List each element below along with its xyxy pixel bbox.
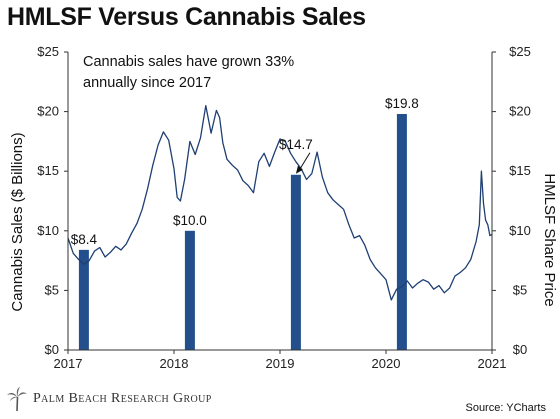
bar-value-label: $14.7	[279, 137, 313, 152]
right-tick-label: $0	[513, 342, 527, 357]
left-tick-label: $5	[45, 282, 59, 297]
left-tick-label: $0	[45, 342, 59, 357]
bar-value-label: $8.4	[71, 232, 98, 247]
right-axis: $0 $5 $10 $15 $20 $25	[491, 44, 531, 357]
x-tick-label: 2017	[54, 356, 83, 371]
x-tick-label: 2019	[266, 356, 295, 371]
left-tick-label: $10	[37, 223, 59, 238]
bar-value-label: $10.0	[173, 213, 207, 228]
brand-name: Palm Beach Research Group	[33, 391, 212, 406]
hmlsf-price-line	[67, 104, 493, 301]
right-tick-label: $25	[509, 44, 531, 59]
bar-labels-group: $8.4 $10.0 $14.7 $19.8	[71, 96, 419, 247]
callout-arrowhead	[295, 165, 303, 174]
left-tick-label: $15	[37, 163, 59, 178]
callout-arrow	[295, 152, 311, 174]
right-tick-label: $10	[509, 223, 531, 238]
right-tick-label: $15	[509, 163, 531, 178]
bar-2017	[78, 249, 89, 350]
right-axis-title: HMLSF Share Price	[541, 173, 558, 306]
brand-logo: Palm Beach Research Group	[6, 386, 212, 412]
chart-title: HMLSF Versus Cannabis Sales	[7, 3, 366, 31]
x-axis: 2017 2018 2019 2020 2021	[54, 349, 507, 371]
left-axis-title: Cannabis Sales ($ Billions)	[9, 132, 26, 311]
left-tick-label: $25	[37, 44, 59, 59]
bar-2018	[184, 230, 195, 350]
bar-value-label: $19.8	[385, 96, 419, 111]
x-tick-label: 2018	[160, 356, 189, 371]
annotation-line-1: Cannabis sales have grown 33%	[83, 54, 294, 70]
bars-group	[78, 113, 407, 350]
annotation-line-2: annually since 2017	[83, 75, 211, 91]
left-axis: $0 $5 $10 $15 $20 $25	[37, 44, 69, 357]
source-note: Source: YCharts	[465, 402, 546, 414]
bar-2020	[396, 113, 407, 350]
x-tick-label: 2020	[372, 356, 401, 371]
x-tick-label: 2021	[478, 356, 507, 371]
palm-tree-icon	[7, 387, 27, 412]
right-tick-label: $20	[509, 104, 531, 119]
callout-line	[298, 152, 311, 172]
right-tick-label: $5	[513, 282, 527, 297]
left-tick-label: $20	[37, 104, 59, 119]
bar-2019	[290, 174, 301, 350]
